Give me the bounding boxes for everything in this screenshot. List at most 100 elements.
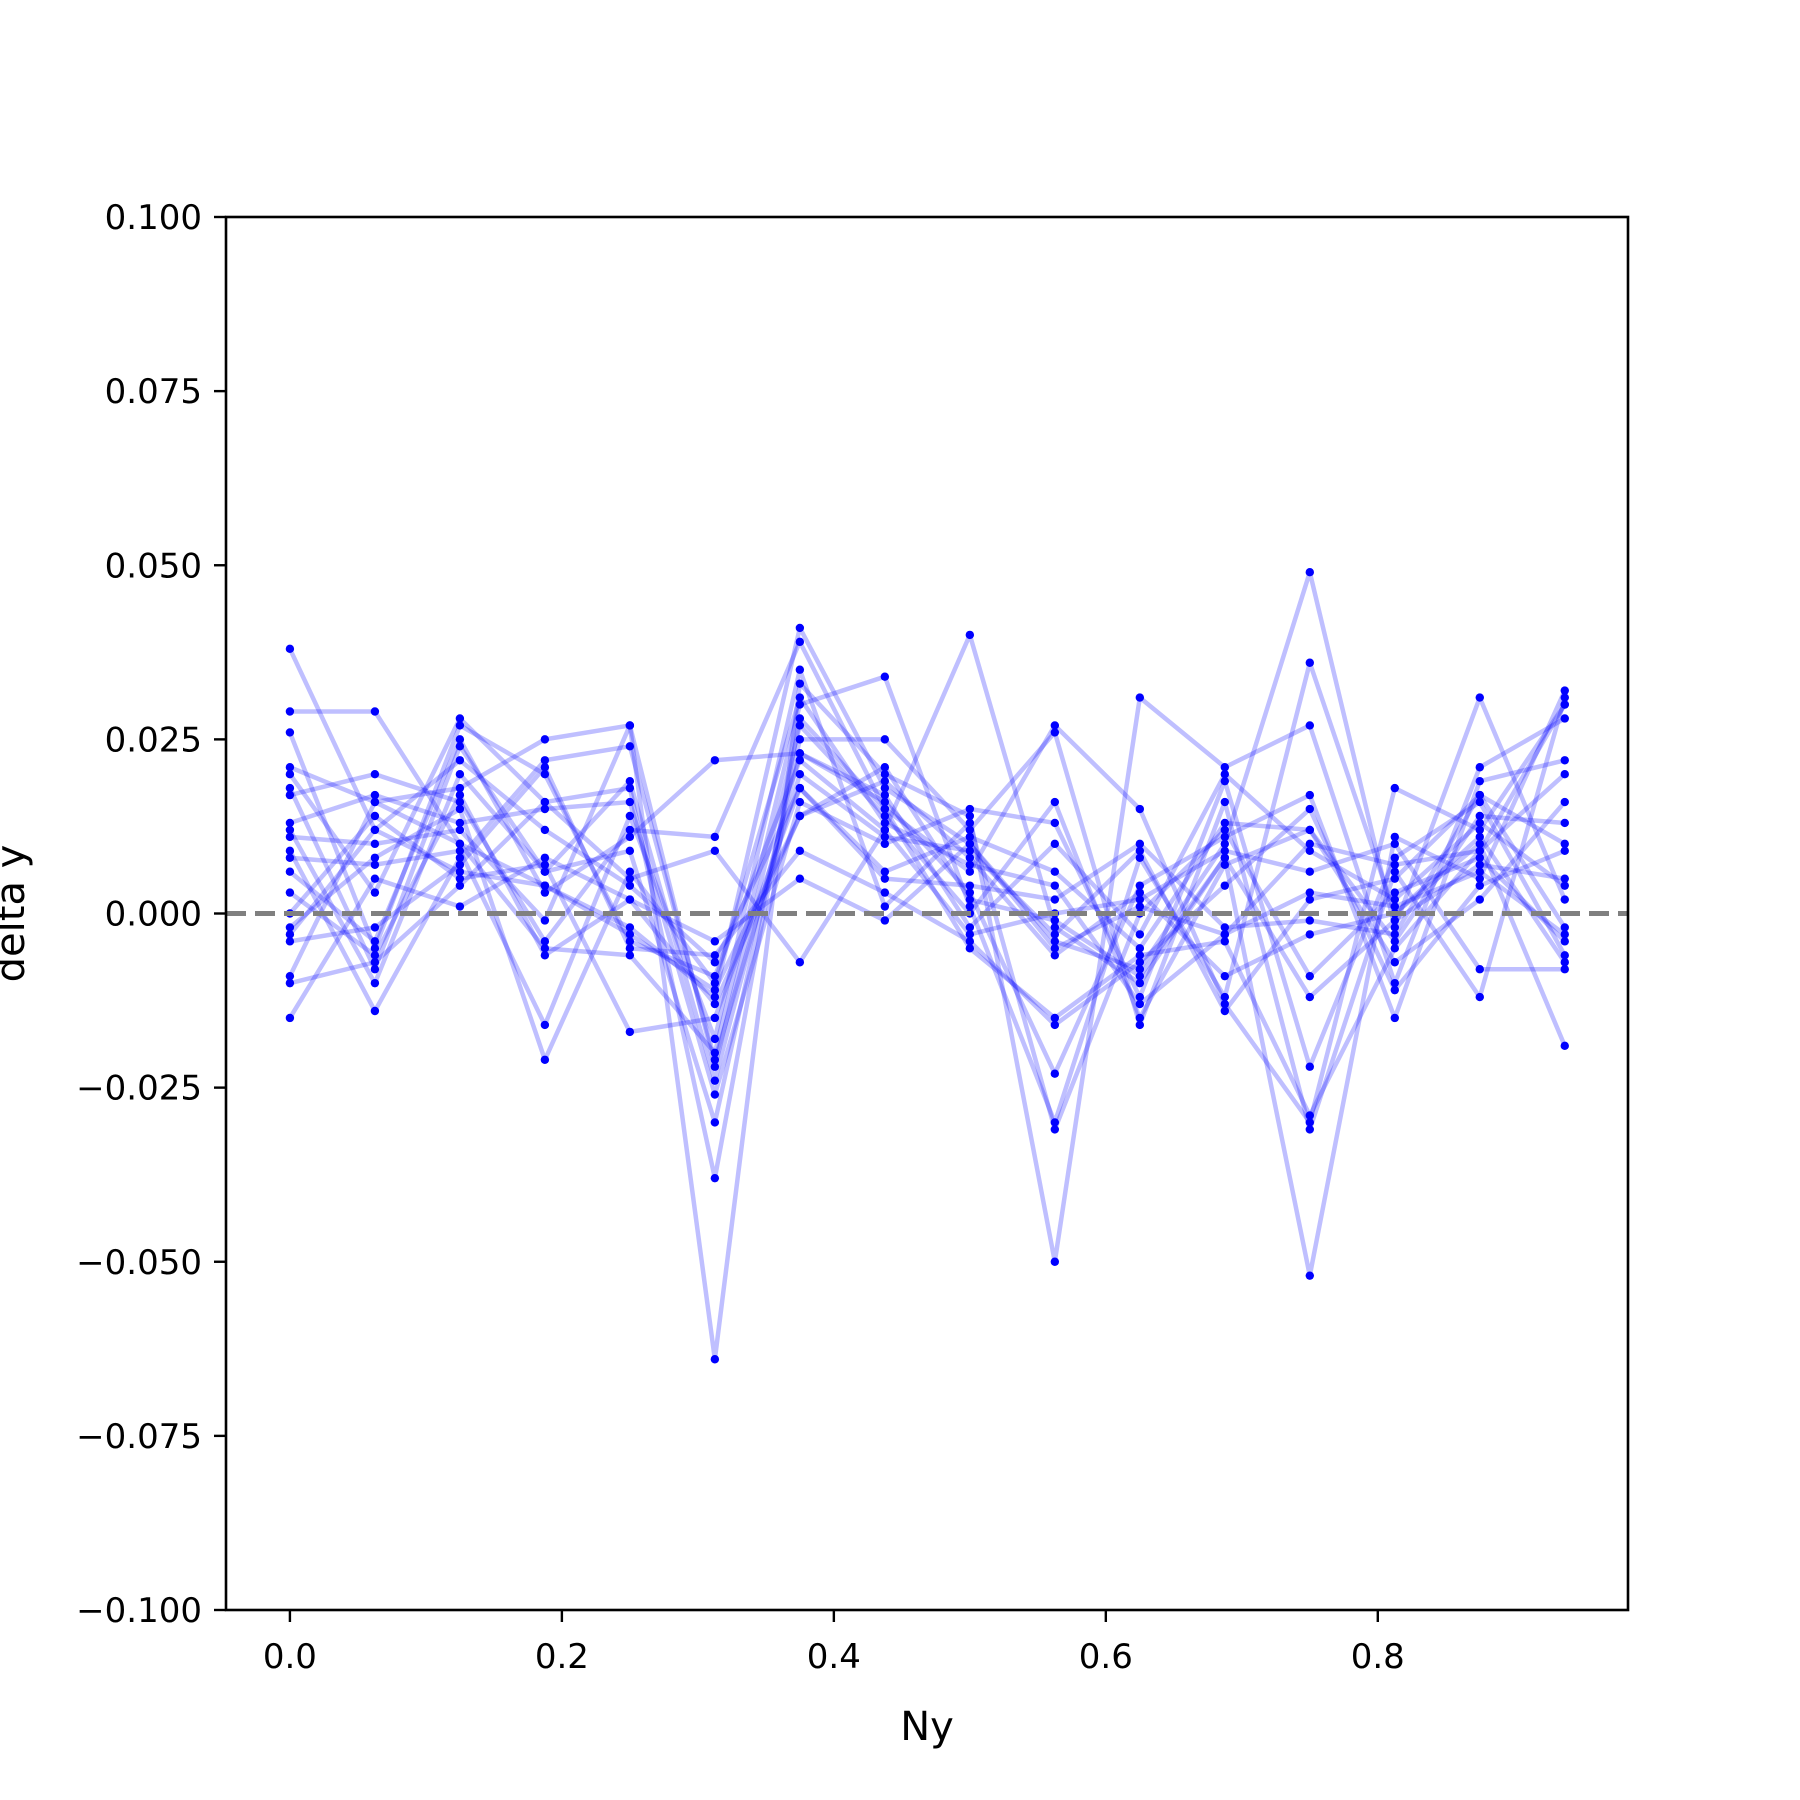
data-point bbox=[1475, 790, 1484, 800]
data-point bbox=[625, 937, 635, 946]
data-point bbox=[965, 881, 975, 890]
data-point bbox=[370, 944, 380, 953]
data-point bbox=[1050, 1118, 1060, 1127]
series-line-1 bbox=[287, 569, 1567, 1000]
series-line-11 bbox=[287, 744, 1566, 1063]
data-point bbox=[1560, 797, 1569, 807]
data-point bbox=[710, 1118, 720, 1127]
data-point bbox=[965, 888, 975, 897]
series-line-18 bbox=[289, 764, 1566, 1028]
data-point bbox=[795, 770, 805, 779]
data-point bbox=[710, 1048, 720, 1058]
data-point bbox=[1135, 804, 1145, 814]
data-point bbox=[1220, 937, 1230, 946]
data-point bbox=[1475, 832, 1484, 842]
data-point bbox=[285, 930, 295, 939]
data-point bbox=[1560, 1041, 1569, 1051]
data-point bbox=[1050, 1257, 1060, 1266]
data-point bbox=[880, 735, 890, 744]
data-point bbox=[710, 832, 720, 842]
data-point bbox=[1050, 951, 1060, 960]
data-point bbox=[1475, 763, 1484, 772]
data-point bbox=[795, 846, 805, 856]
data-point bbox=[1220, 853, 1230, 862]
data-point bbox=[1475, 874, 1484, 883]
data-point bbox=[370, 978, 380, 988]
data-point bbox=[370, 839, 380, 849]
data-point bbox=[540, 735, 550, 744]
data-point bbox=[1135, 1013, 1145, 1023]
data-point bbox=[540, 916, 550, 925]
data-point bbox=[710, 1090, 720, 1099]
data-point bbox=[285, 707, 295, 716]
data-point bbox=[370, 770, 380, 779]
data-point bbox=[880, 811, 890, 821]
data-point bbox=[540, 756, 550, 765]
data-point bbox=[1390, 853, 1399, 862]
data-point bbox=[285, 1013, 295, 1023]
data-point bbox=[1135, 999, 1145, 1009]
data-point bbox=[1050, 916, 1060, 925]
data-point bbox=[880, 776, 890, 786]
data-point bbox=[625, 846, 635, 856]
data-point bbox=[1220, 971, 1230, 981]
data-point bbox=[710, 937, 720, 946]
data-point bbox=[1135, 1020, 1145, 1030]
data-point bbox=[625, 1027, 635, 1037]
data-point bbox=[625, 797, 635, 807]
series-line-7 bbox=[289, 639, 1567, 1118]
data-point bbox=[710, 1055, 720, 1064]
data-point bbox=[625, 923, 635, 932]
data-point bbox=[455, 721, 465, 730]
data-point bbox=[370, 951, 380, 960]
series-line-12 bbox=[289, 667, 1567, 1132]
data-point bbox=[455, 818, 465, 828]
data-point bbox=[965, 804, 975, 814]
data-point bbox=[1390, 978, 1399, 988]
data-point bbox=[710, 1355, 720, 1364]
x-tick-label: 0.2 bbox=[535, 1637, 589, 1677]
data-point bbox=[1475, 825, 1484, 835]
data-point bbox=[795, 874, 805, 883]
data-point bbox=[1305, 790, 1315, 800]
data-point bbox=[370, 888, 380, 897]
data-point bbox=[1305, 825, 1315, 835]
data-point bbox=[1560, 951, 1569, 960]
data-point bbox=[455, 790, 465, 800]
data-point bbox=[1560, 958, 1569, 967]
data-point bbox=[710, 1076, 720, 1085]
data-point bbox=[370, 825, 380, 835]
data-point bbox=[1390, 895, 1399, 904]
data-point bbox=[965, 825, 975, 835]
data-point bbox=[1475, 860, 1484, 869]
data-point bbox=[285, 853, 295, 862]
data-point bbox=[625, 874, 635, 883]
data-point bbox=[710, 978, 720, 988]
data-point bbox=[285, 790, 295, 800]
data-point bbox=[1475, 867, 1484, 876]
data-point bbox=[795, 714, 805, 723]
data-point bbox=[455, 797, 465, 807]
y-axis-label: delta y bbox=[0, 845, 34, 983]
data-point bbox=[625, 776, 635, 786]
x-axis-ticks: 0.0 0.2 0.4 0.6 0.8 bbox=[263, 1610, 1405, 1677]
data-point bbox=[1390, 902, 1399, 911]
data-point bbox=[880, 839, 890, 849]
data-point bbox=[285, 888, 295, 897]
y-tick-label: 0.075 bbox=[105, 372, 202, 412]
data-point bbox=[1135, 958, 1145, 967]
y-tick-label: −0.050 bbox=[76, 1243, 202, 1283]
data-point bbox=[1390, 783, 1399, 793]
data-point bbox=[1560, 686, 1569, 695]
data-point bbox=[285, 971, 295, 981]
series-line-14 bbox=[288, 778, 1567, 1007]
data-point bbox=[795, 623, 805, 633]
data-point bbox=[1220, 839, 1230, 849]
data-point bbox=[1305, 930, 1315, 939]
data-point bbox=[1220, 999, 1230, 1009]
series-line-16 bbox=[288, 695, 1567, 1063]
data-point bbox=[540, 853, 550, 862]
data-point bbox=[1475, 895, 1484, 904]
data-point bbox=[1305, 1125, 1315, 1134]
data-point bbox=[880, 832, 890, 842]
